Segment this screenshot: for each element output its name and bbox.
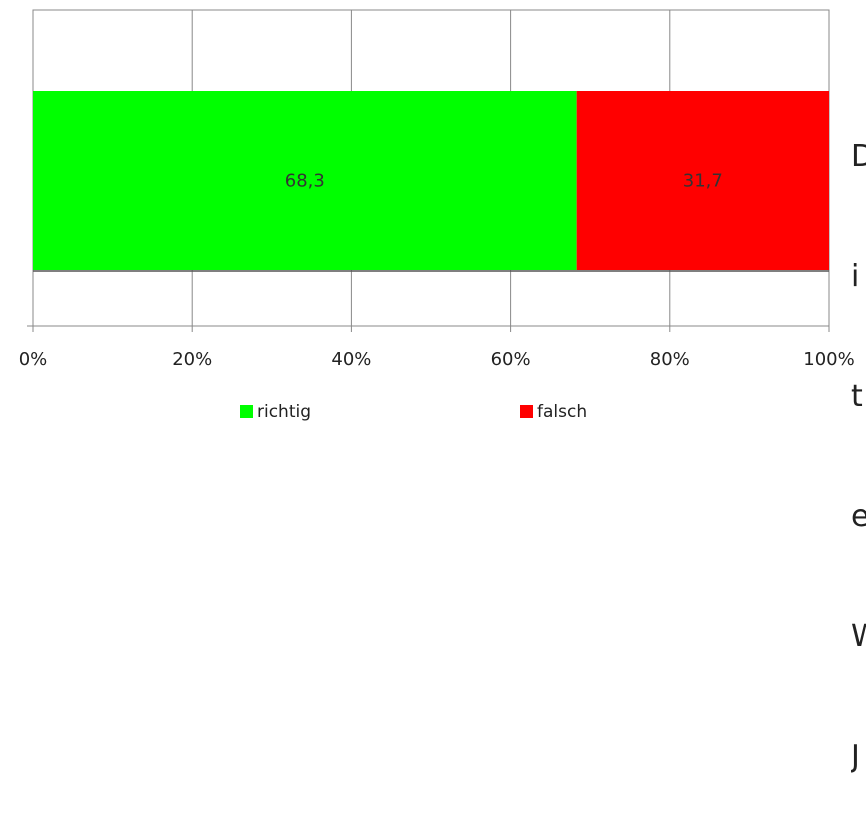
side-text: D i t e W J: [851, 57, 866, 817]
side-text-line: D: [851, 139, 866, 174]
x-tick-label: 40%: [331, 349, 371, 370]
legend-swatch-falsch: [520, 405, 533, 418]
legend-label: richtig: [257, 402, 311, 422]
x-tick-label: 60%: [491, 349, 531, 370]
x-tick-labels: 0% 20% 40% 60% 80% 100%: [19, 349, 855, 370]
data-label: 68,3: [285, 171, 325, 192]
x-tick-label: 80%: [650, 349, 690, 370]
x-tick-label: 0%: [19, 349, 48, 370]
legend-label: falsch: [537, 402, 587, 422]
legend: richtig falsch: [240, 402, 587, 422]
x-tick-label: 100%: [803, 349, 854, 370]
legend-swatch-richtig: [240, 405, 253, 418]
side-text-line: e: [851, 499, 866, 534]
side-text-line: W: [851, 619, 866, 654]
bar-segment-richtig: [33, 91, 577, 270]
bar-segment-falsch: [576, 91, 829, 270]
stacked-bar-chart: 68,3 31,7 0% 20% 40% 60% 80% 100% richtig falsc…: [19, 9, 855, 422]
x-tick-label: 20%: [172, 349, 212, 370]
side-text-line: t: [851, 379, 863, 414]
data-label: 31,7: [683, 171, 723, 192]
side-text-line: J: [851, 739, 860, 774]
side-text-line: i: [851, 259, 860, 294]
bars: 68,3 31,7: [33, 91, 829, 272]
